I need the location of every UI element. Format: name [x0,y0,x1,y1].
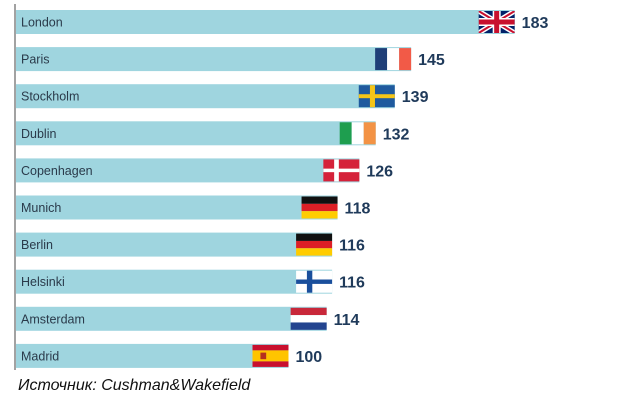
bar-paris [16,47,412,72]
value-label-copenhagen: 126 [366,163,393,180]
bar-helsinki [16,269,333,294]
category-label-london: London [21,16,63,30]
bar-stockholm [16,84,395,109]
bar-dublin [16,121,376,146]
bar-munich [16,195,338,220]
flag-icon-sweden [358,85,395,108]
category-label-berlin: Berlin [21,238,53,252]
value-label-amsterdam: 114 [334,312,360,329]
value-label-helsinki: 116 [339,275,365,292]
value-label-dublin: 132 [383,126,410,143]
value-label-london: 183 [522,15,549,32]
bar-berlin [16,232,333,257]
flag-icon-netherlands [290,307,327,330]
flag-icon-germany [301,196,338,219]
bar-london [16,10,515,34]
flag-icon-germany [296,233,333,256]
value-label-paris: 145 [418,52,445,69]
value-label-stockholm: 139 [402,89,429,106]
category-label-amsterdam: Amsterdam [21,312,85,326]
bar-copenhagen [16,158,360,183]
flag-icon-uk [478,11,515,33]
flag-icon-denmark [323,159,360,182]
chart-svg: London 183 Paris 145 Stockholm 139 Dublin 132 Co… [14,4,549,370]
category-label-stockholm: Stockholm [21,90,79,104]
category-label-helsinki: Helsinki [21,275,65,289]
category-label-munich: Munich [21,201,61,215]
source-note: Источник: Cushman&Wakefield [18,377,251,394]
flag-icon-spain [252,344,289,367]
flag-icon-ireland [339,122,376,145]
value-label-berlin: 116 [339,238,365,255]
category-label-madrid: Madrid [21,349,59,363]
category-label-dublin: Dublin [21,127,56,141]
bar-madrid [16,343,289,368]
category-label-copenhagen: Copenhagen [21,164,93,178]
flag-icon-finland [296,270,333,293]
bar-amsterdam [16,306,327,331]
value-label-munich: 118 [345,201,371,218]
flag-icon-france [375,48,412,71]
value-label-madrid: 100 [296,349,323,366]
category-label-paris: Paris [21,53,49,67]
bar-chart: London 183 Paris 145 Stockholm 139 Dublin 132 Co… [14,4,549,370]
